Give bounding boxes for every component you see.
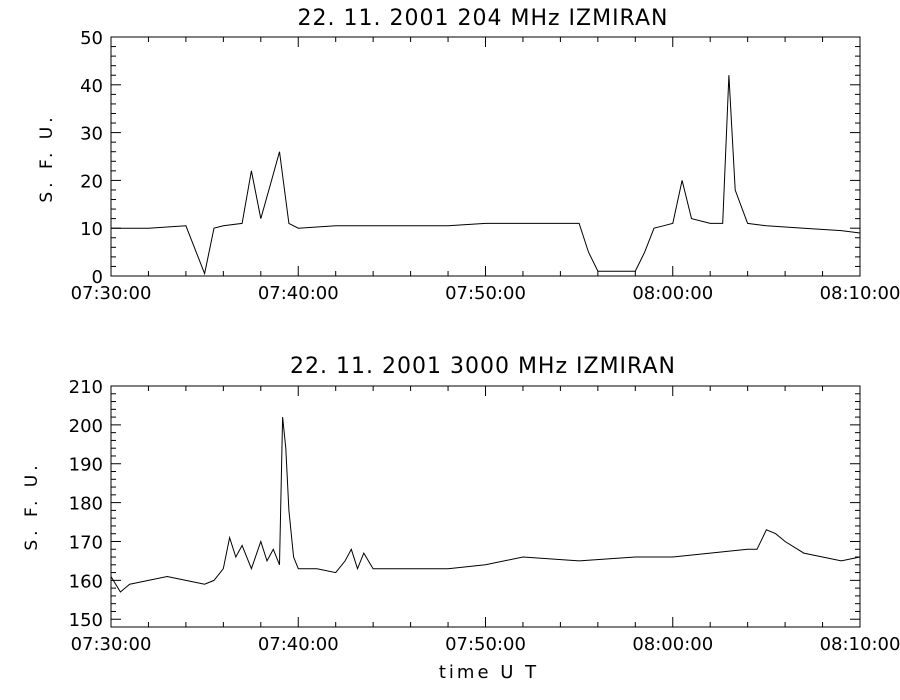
x-tick-label: 08:00:00: [632, 634, 713, 655]
y-axis-label: S. F. U.: [22, 461, 42, 550]
y-tick-label: 200: [69, 416, 103, 437]
series-line-3000mhz: [110, 417, 861, 593]
x-tick-label: 07:30:00: [71, 634, 152, 655]
x-tick-label: 07:50:00: [445, 634, 526, 655]
y-tick-label: 40: [80, 76, 103, 97]
y-tick-label: 160: [69, 571, 103, 592]
y-tick-label: 170: [69, 532, 103, 553]
y-tick-label: 180: [69, 494, 103, 515]
x-axis-label: time U T: [439, 662, 539, 683]
plot-frame: [110, 36, 861, 277]
chart-title: 22. 11. 2001 3000 MHz IZMIRAN: [290, 354, 676, 379]
chart-3000mhz: 22. 11. 2001 3000 MHz IZMIRAN S. F. U. t…: [22, 354, 900, 683]
y-tick-label: 10: [80, 219, 103, 240]
x-tick-label: 07:40:00: [258, 283, 339, 304]
y-tick-label: 210: [69, 377, 103, 398]
x-tick-label: 07:50:00: [445, 283, 526, 304]
y-axis-label: S. F. U.: [37, 113, 57, 202]
x-tick-label: 08:10:00: [820, 283, 900, 304]
axes: 07:30:00 07:40:00 07:50:00 08:00:00 08:10:00…: [69, 377, 900, 655]
axes: 07:30:00 07:40:00 07:50:00 08:00:00 08:10:00…: [71, 28, 900, 304]
x-tick-label: 07:40:00: [258, 634, 339, 655]
y-tick-label: 0: [92, 267, 103, 288]
chart-204mhz: 22. 11. 2001 204 MHz IZMIRAN S. F. U. 07…: [37, 6, 900, 304]
x-tick-label: 08:00:00: [632, 283, 713, 304]
chart-title: 22. 11. 2001 204 MHz IZMIRAN: [298, 6, 669, 31]
y-tick-label: 20: [80, 171, 103, 192]
y-tick-label: 150: [69, 610, 103, 631]
y-tick-label: 50: [80, 28, 103, 49]
y-tick-label: 190: [69, 455, 103, 476]
series-line-204mhz: [111, 75, 861, 276]
plot-frame: [110, 385, 861, 628]
y-tick-label: 30: [80, 124, 103, 145]
x-tick-label: 08:10:00: [820, 634, 900, 655]
x-tick-label: 07:30:00: [71, 283, 152, 304]
